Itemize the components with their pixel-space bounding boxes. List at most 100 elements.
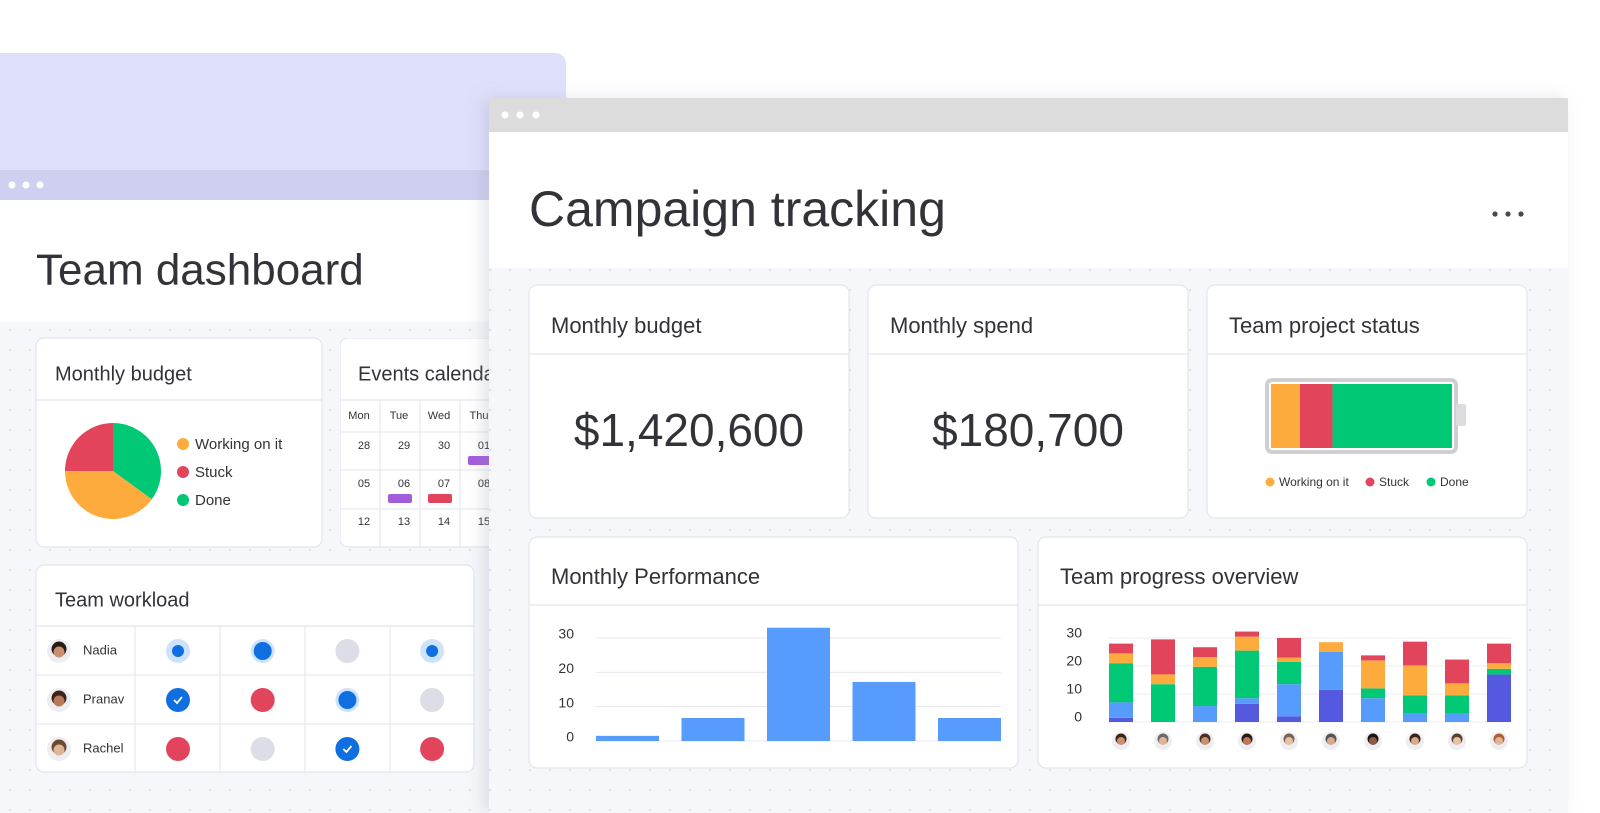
- team-dashboard-window: Team dashboard Monthly budget Working on…: [0, 53, 566, 813]
- y-tick-label: 20: [1066, 653, 1082, 669]
- calendar-date: 08: [478, 478, 490, 490]
- bar-segment: [1445, 659, 1469, 684]
- person-name: Nadia: [83, 642, 118, 657]
- bar-segment: [1193, 657, 1217, 667]
- bar: [767, 627, 830, 741]
- calendar-card: Events calendar Mon Tue Wed Thu 28 29 30 01 05 06…: [340, 338, 490, 548]
- status-red[interactable]: [166, 737, 190, 761]
- status-done[interactable]: [335, 737, 360, 761]
- window-dot: [516, 111, 524, 119]
- battery-chart: Working on it Stuck Done: [1265, 384, 1469, 489]
- bar-segment: [1109, 717, 1133, 722]
- menu-dot[interactable]: [1492, 211, 1498, 217]
- status-dot[interactable]: [172, 645, 184, 657]
- avatar-face: [1243, 737, 1251, 745]
- card-title: Monthly Performance: [551, 564, 760, 589]
- avatar-face: [53, 695, 65, 707]
- avatar-face: [1453, 737, 1461, 745]
- y-tick-label: 20: [558, 660, 574, 676]
- legend-swatch: [1426, 477, 1436, 487]
- card: [867, 284, 1189, 519]
- number-value: $1,420,600: [574, 404, 804, 456]
- window-dot: [8, 181, 16, 189]
- calendar-day: Mon: [348, 410, 369, 422]
- bar-segment: [1277, 716, 1301, 722]
- bar-segment: [1193, 666, 1217, 707]
- window-bar: [489, 98, 1568, 132]
- card-title: Team progress overview: [1060, 564, 1299, 589]
- avatar-face: [1117, 737, 1125, 745]
- calendar-day: Thu: [470, 410, 489, 422]
- calendar-date: 05: [358, 478, 370, 490]
- bar: [852, 681, 916, 741]
- avatar-face: [1327, 737, 1335, 745]
- y-tick-label: 30: [558, 626, 574, 642]
- battery-segment: [1271, 384, 1300, 448]
- menu-dot[interactable]: [1518, 211, 1524, 217]
- bar-segment: [1319, 642, 1343, 652]
- calendar-date: 29: [398, 440, 410, 452]
- bar-segment: [1319, 689, 1343, 722]
- battery-segment: [1299, 384, 1333, 448]
- bar-segment: [1403, 695, 1427, 714]
- pie-slice: [65, 423, 113, 471]
- bar-segment: [1235, 631, 1259, 637]
- status-red[interactable]: [250, 688, 275, 712]
- bar-segment: [1235, 703, 1259, 722]
- menu-dot[interactable]: [1505, 211, 1511, 217]
- card: [340, 338, 490, 548]
- bar: [596, 735, 659, 741]
- status-check: [173, 696, 183, 705]
- calendar-date: 15: [478, 516, 490, 528]
- card-title: Monthly budget: [55, 363, 192, 385]
- avatar-face: [53, 646, 65, 658]
- y-tick-label: 10: [558, 694, 574, 710]
- bar-segment: [1403, 641, 1427, 666]
- status-done[interactable]: [166, 688, 190, 712]
- avatar-face: [1285, 737, 1293, 745]
- bar-segment: [1487, 663, 1511, 669]
- calendar-grid: Mon Tue Wed Thu 28 29 30 01 05 06 07 08 12 13 14 15: [340, 400, 490, 547]
- legend-label: Stuck: [1379, 475, 1410, 489]
- status-dot[interactable]: [253, 642, 272, 660]
- calendar-date: 14: [438, 516, 450, 528]
- window-dot: [36, 181, 44, 189]
- card-title: Team project status: [1229, 313, 1420, 338]
- pie-chart: Working on it Stuck Done: [65, 423, 283, 519]
- status-red[interactable]: [420, 737, 445, 761]
- status-dot[interactable]: [426, 645, 439, 657]
- avatar-face: [1495, 737, 1503, 745]
- card-title: Monthly budget: [551, 313, 701, 338]
- legend-label: Done: [1440, 475, 1469, 489]
- calendar-date: 01: [478, 440, 490, 452]
- y-tick-label: 30: [1066, 625, 1082, 641]
- bar-segment: [1445, 695, 1469, 714]
- bar: [938, 718, 1001, 741]
- legend-swatch: [1265, 477, 1275, 487]
- bar-chart: 0 10 20 30: [558, 626, 1001, 745]
- bar-segment: [1277, 657, 1301, 662]
- bar-segment: [1235, 698, 1259, 704]
- bar-segment: [1235, 636, 1259, 651]
- card-title: Monthly spend: [890, 313, 1033, 338]
- card-title: Team workload: [55, 589, 190, 611]
- battery-segment: [1332, 384, 1452, 448]
- bar-segment: [1361, 688, 1385, 699]
- avatar-face: [1369, 737, 1377, 745]
- calendar-event: [388, 494, 412, 503]
- status-gray[interactable]: [335, 639, 360, 663]
- status-dot[interactable]: [338, 691, 357, 709]
- bar: [681, 718, 745, 741]
- legend-label: Stuck: [195, 464, 233, 481]
- status-gray[interactable]: [250, 737, 275, 761]
- bar-segment: [1361, 660, 1385, 689]
- legend-label: Working on it: [1279, 475, 1349, 489]
- person-name: Rachel: [83, 740, 124, 755]
- y-tick-label: 0: [1074, 709, 1082, 725]
- bar-segment: [1109, 653, 1133, 664]
- status-gray[interactable]: [420, 688, 445, 712]
- pie-slice: [65, 471, 152, 519]
- bar-segment: [1319, 652, 1343, 690]
